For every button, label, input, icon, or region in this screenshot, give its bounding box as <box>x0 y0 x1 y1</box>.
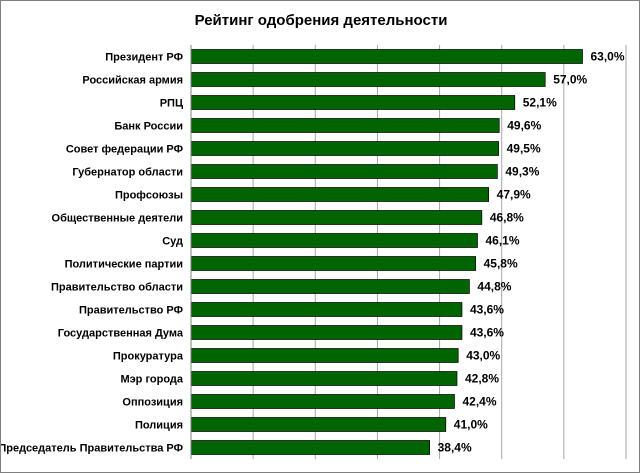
bar <box>190 256 476 271</box>
category-label: Президент РФ <box>105 52 183 64</box>
bar <box>190 49 583 64</box>
data-label: 43,6% <box>470 303 504 317</box>
category-label: Полиция <box>135 420 183 432</box>
data-label: 49,5% <box>507 142 541 156</box>
category-label: Губернатор области <box>72 167 183 179</box>
data-label: 49,6% <box>507 119 541 133</box>
data-label: 49,3% <box>505 165 539 179</box>
category-label: Оппозиция <box>122 397 183 409</box>
data-label: 42,4% <box>462 395 496 409</box>
bar <box>190 141 499 156</box>
bar <box>190 118 500 133</box>
bar <box>190 325 463 340</box>
bar <box>190 279 470 294</box>
bar <box>190 302 463 317</box>
data-label: 52,1% <box>523 96 557 110</box>
data-label: 46,8% <box>490 211 524 225</box>
category-label: Профсоюзы <box>115 190 183 202</box>
category-label: Мэр города <box>120 374 183 386</box>
bar <box>190 371 458 386</box>
data-label: 41,0% <box>454 418 488 432</box>
data-label: 63,0% <box>591 50 625 64</box>
category-label: Общественные деятели <box>52 213 183 225</box>
bar <box>190 394 455 409</box>
data-label: 38,4% <box>438 441 472 455</box>
bar <box>190 417 447 432</box>
category-label: Правительство РФ <box>79 305 183 317</box>
category-label: Председатель Правительства РФ <box>1 443 183 455</box>
data-label: 43,6% <box>470 326 504 340</box>
category-label: Государственная Дума <box>58 328 184 340</box>
bar <box>190 440 430 455</box>
category-label: Банк России <box>114 121 183 133</box>
category-label: Суд <box>162 236 183 248</box>
data-label: 57,0% <box>553 73 587 87</box>
data-label: 47,9% <box>497 188 531 202</box>
data-label: 43,0% <box>466 349 500 363</box>
data-label: 45,8% <box>484 257 518 271</box>
data-label: 42,8% <box>465 372 499 386</box>
category-label: РПЦ <box>160 98 183 110</box>
category-label: Политические партии <box>65 259 183 271</box>
category-label: Прокуратура <box>113 351 184 363</box>
bar <box>190 348 459 363</box>
data-label: 44,8% <box>477 280 511 294</box>
category-label: Правительство области <box>51 282 183 294</box>
bar <box>190 210 483 225</box>
bar <box>190 187 490 202</box>
chart-title: Рейтинг одобрения деятельности <box>194 12 448 29</box>
bar <box>190 95 516 110</box>
bar <box>190 233 478 248</box>
category-label: Совет федерации РФ <box>66 144 183 156</box>
data-label: 46,1% <box>485 234 519 248</box>
category-label: Российская армия <box>82 75 183 87</box>
bar <box>190 164 498 179</box>
bar <box>190 72 546 87</box>
